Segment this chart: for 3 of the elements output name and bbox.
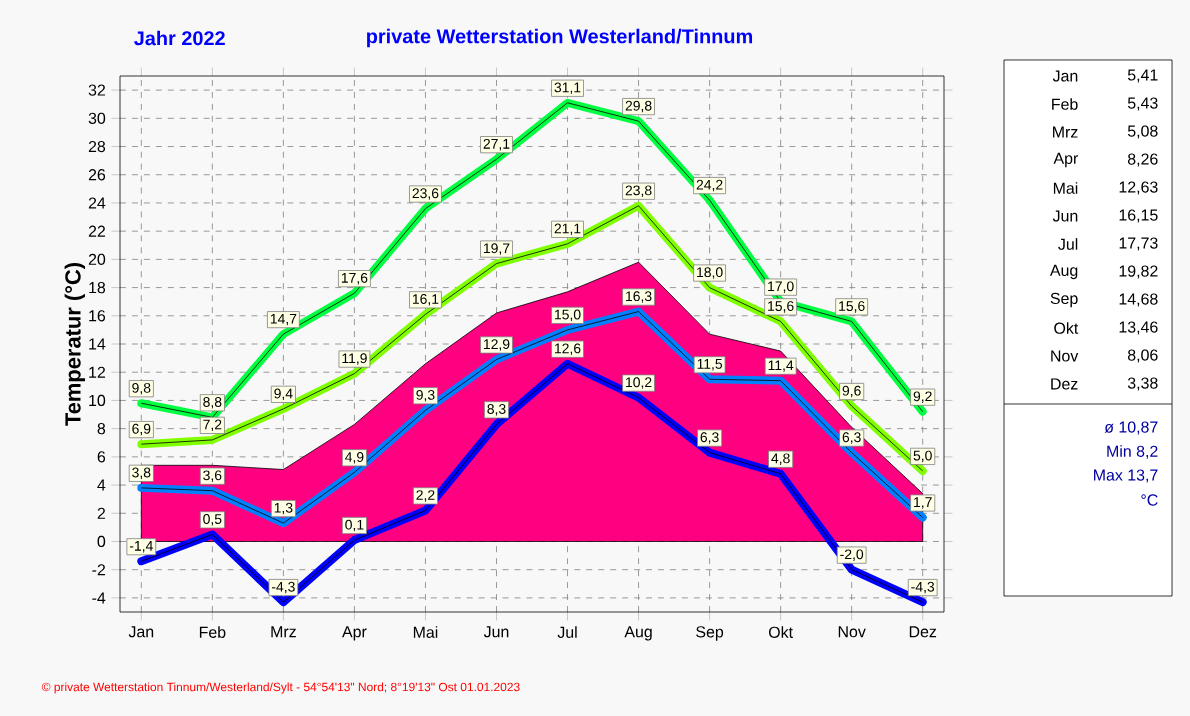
chart-subtitle: private Wetterstation Westerland/Tinnum xyxy=(367,28,753,48)
chart-title: Jahr 2022 xyxy=(134,30,225,46)
y-axis-title: Temperatur (°C) xyxy=(64,262,86,426)
